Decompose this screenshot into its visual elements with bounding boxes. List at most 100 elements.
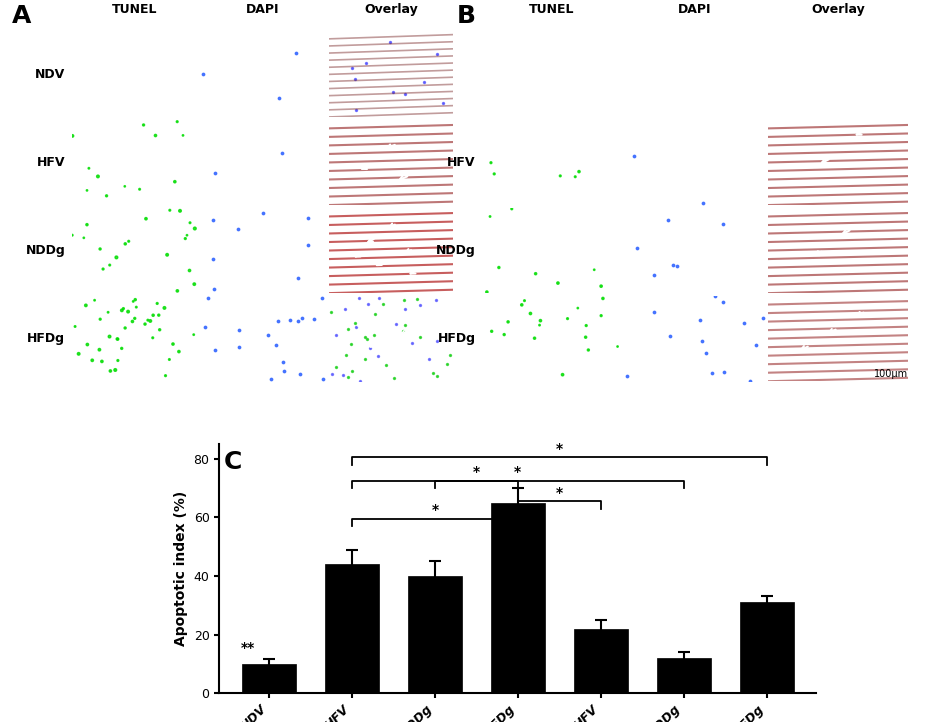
Bar [408,576,462,693]
Point [138,213,153,225]
Point [351,292,366,304]
Point [207,168,222,179]
Point [314,292,329,304]
Point [256,207,271,219]
Point [527,332,542,344]
Text: HFV: HFV [447,156,476,169]
Point [336,369,351,380]
Point [183,217,198,229]
Point [231,324,246,336]
Point [480,287,494,298]
Bar [740,602,794,693]
Point [349,104,364,116]
Bar [325,564,379,693]
Point [483,157,498,168]
Point [383,36,397,48]
Point [716,218,731,230]
Point [417,76,432,87]
Point [230,224,245,235]
Point [397,295,411,306]
Point [357,353,372,365]
Text: TUNEL: TUNEL [529,3,575,16]
Text: HBOT: HBOT [669,393,721,412]
Text: DAPI: DAPI [246,3,279,16]
Point [324,307,339,318]
Text: NDV: NDV [35,68,65,81]
Point [149,297,164,309]
Point [696,197,711,209]
Point [165,339,180,350]
Point [87,295,102,306]
Point [289,48,304,59]
Point [81,162,96,174]
Point [160,249,174,261]
Point [205,253,220,265]
Point [110,355,125,366]
Point [670,260,685,271]
Point [429,335,444,347]
Point [362,343,377,355]
Point [717,366,731,378]
Bar [657,658,711,693]
Point [397,88,412,100]
Text: C: C [223,450,242,474]
Point [743,375,758,387]
Point [353,375,368,386]
Point [553,170,568,182]
Point [207,283,222,295]
Point [292,367,307,379]
Point [157,302,172,313]
Point [662,330,677,342]
Point [290,315,305,326]
Point [103,259,118,271]
Point [137,318,152,330]
Bar [574,629,628,693]
Point [484,326,499,337]
Point [67,321,82,332]
Point [430,48,445,60]
Text: HFV: HFV [36,156,65,169]
Text: *: * [473,465,480,479]
Point [397,319,412,331]
Point [707,290,722,302]
Point [173,205,188,217]
Point [496,329,511,340]
Point [517,295,532,306]
Point [439,358,454,370]
Point [386,373,401,384]
Point [300,240,315,251]
Point [162,204,177,216]
Point [92,313,107,325]
Point [95,264,110,275]
Point [231,341,246,352]
Text: HFDg: HFDg [27,332,65,345]
Point [570,303,585,314]
Text: *: * [431,503,439,517]
Point [528,268,543,279]
Text: **: ** [241,641,256,655]
Point [389,318,404,330]
Point [175,130,190,142]
Point [705,367,720,379]
Point [555,369,570,380]
Point [620,370,634,382]
Text: A: A [12,4,32,27]
Point [110,333,125,344]
Point [283,315,298,326]
Point [492,262,507,274]
Point [167,176,182,188]
Point [341,372,355,383]
Point [79,185,94,196]
Point [404,337,419,349]
Point [78,300,93,311]
Point [110,334,125,345]
Point [162,354,177,365]
Point [148,130,163,142]
Point [627,150,642,162]
Point [187,329,202,341]
Point [187,279,202,290]
Point [357,331,372,343]
Point [359,334,374,345]
Text: Overlay: Overlay [812,3,865,16]
Point [92,344,107,355]
